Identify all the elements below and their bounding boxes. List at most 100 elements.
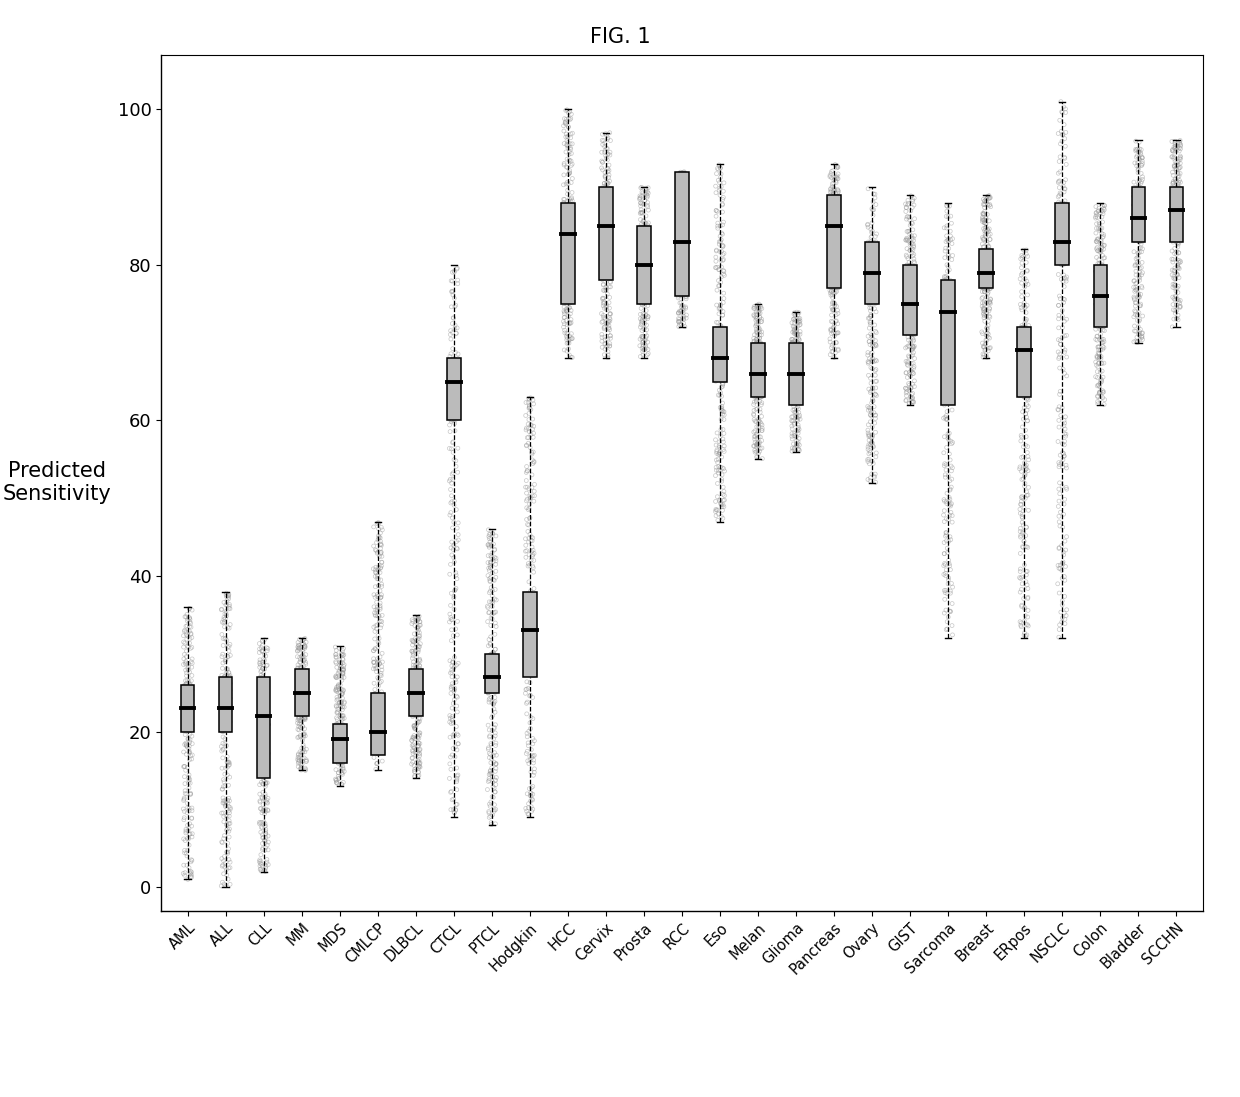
- Point: [897, 392, 916, 409]
- Point: [554, 196, 574, 214]
- Point: [559, 257, 579, 274]
- Point: [289, 675, 309, 692]
- Point: [1091, 299, 1111, 317]
- Point: [1050, 332, 1070, 350]
- Point: [901, 323, 921, 340]
- Point: [404, 691, 424, 709]
- Point: [484, 693, 503, 711]
- Point: [335, 693, 355, 711]
- Point: [180, 737, 200, 755]
- Point: [562, 214, 582, 231]
- Point: [940, 528, 960, 545]
- Point: [1171, 223, 1190, 240]
- Point: [936, 581, 956, 599]
- Point: [327, 711, 347, 728]
- Point: [371, 715, 391, 733]
- Point: [440, 710, 460, 727]
- Point: [900, 323, 920, 340]
- Point: [748, 297, 768, 315]
- Point: [554, 211, 574, 228]
- Point: [859, 295, 879, 313]
- Point: [1087, 338, 1107, 355]
- Point: [707, 314, 727, 331]
- Point: [295, 701, 315, 719]
- Point: [1013, 539, 1033, 556]
- Point: [1012, 357, 1032, 374]
- Point: [332, 667, 352, 685]
- Point: [521, 598, 541, 615]
- Point: [179, 717, 198, 735]
- Point: [1048, 234, 1068, 251]
- Point: [1054, 437, 1074, 454]
- Point: [254, 861, 274, 879]
- Point: [485, 683, 505, 701]
- Point: [258, 790, 278, 807]
- Point: [485, 580, 505, 598]
- Point: [636, 306, 656, 324]
- Point: [1092, 286, 1112, 304]
- Point: [939, 428, 959, 445]
- Point: [177, 703, 197, 721]
- Point: [370, 686, 389, 703]
- Point: [557, 251, 577, 269]
- Point: [1012, 449, 1032, 466]
- Point: [782, 367, 802, 385]
- Point: [670, 165, 689, 182]
- Point: [295, 636, 315, 654]
- Point: [405, 699, 425, 716]
- Point: [1169, 149, 1189, 167]
- Point: [1017, 246, 1037, 263]
- Point: [1087, 284, 1107, 302]
- Point: [289, 681, 309, 699]
- Point: [673, 299, 693, 317]
- Point: [1018, 448, 1038, 465]
- Point: [1016, 270, 1035, 287]
- Point: [709, 181, 729, 199]
- Point: [789, 350, 808, 367]
- Point: [443, 726, 463, 744]
- Point: [1130, 297, 1149, 315]
- Point: [176, 714, 196, 732]
- Point: [1126, 282, 1146, 299]
- Point: [326, 731, 346, 748]
- Point: [942, 324, 962, 341]
- Point: [179, 705, 198, 723]
- Point: [711, 328, 730, 346]
- Point: [516, 548, 536, 566]
- Point: [218, 587, 238, 604]
- Point: [257, 638, 277, 656]
- Point: [863, 286, 883, 304]
- Point: [904, 274, 924, 292]
- Point: [1130, 172, 1149, 190]
- Point: [1054, 543, 1074, 561]
- Point: [673, 284, 693, 302]
- Point: [977, 274, 997, 292]
- Point: [899, 304, 919, 321]
- Point: [217, 632, 237, 649]
- Point: [858, 269, 878, 286]
- Point: [1092, 294, 1112, 312]
- Point: [371, 619, 391, 636]
- Point: [864, 238, 884, 256]
- Point: [441, 407, 461, 425]
- Point: [827, 215, 847, 233]
- Point: [670, 174, 689, 192]
- Point: [446, 391, 466, 408]
- Point: [327, 720, 347, 737]
- Point: [554, 263, 574, 281]
- Point: [866, 291, 885, 308]
- Point: [972, 297, 992, 315]
- Point: [181, 687, 201, 704]
- Point: [862, 351, 882, 369]
- Point: [371, 702, 391, 720]
- Point: [980, 196, 999, 214]
- Point: [213, 749, 233, 767]
- Point: [444, 360, 464, 377]
- Point: [479, 691, 498, 709]
- Point: [823, 342, 843, 360]
- Point: [1168, 211, 1188, 228]
- Point: [213, 720, 233, 737]
- Point: [1050, 206, 1070, 224]
- Point: [366, 578, 386, 596]
- Point: [1091, 257, 1111, 274]
